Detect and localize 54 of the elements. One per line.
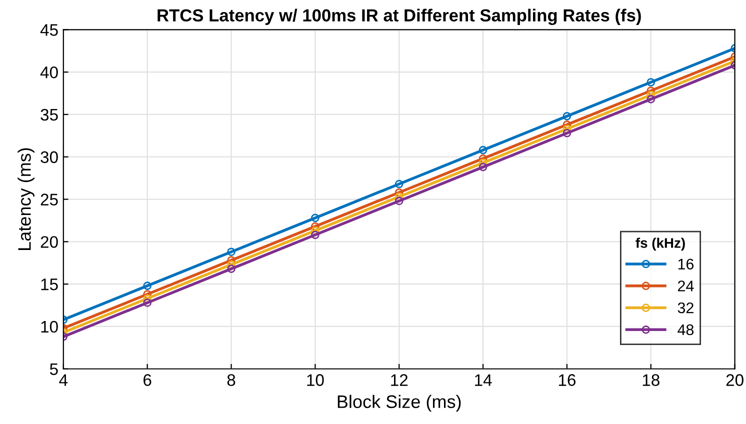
x-axis-title: Block Size (ms) (338, 394, 461, 412)
x-tick-label: 12 (391, 374, 408, 386)
point (143, 282, 152, 290)
y-tick-label: 40 (40, 66, 58, 78)
point (562, 120, 572, 129)
legend-label: 48 (678, 324, 694, 336)
point (394, 180, 404, 188)
x-tick-label: 10 (307, 374, 324, 386)
point (562, 124, 572, 134)
y-tick-label: 25 (40, 194, 58, 206)
point (227, 264, 236, 273)
point (143, 298, 152, 307)
x-tick-label: 14 (475, 374, 492, 386)
x-tick-label: 6 (144, 374, 152, 386)
point (311, 230, 320, 240)
y-tick-label: 30 (40, 151, 58, 164)
point (143, 294, 152, 303)
y-tick-label: 5 (50, 363, 58, 376)
point (646, 78, 656, 86)
chart-title: RTCS Latency w/ 100ms IR at Different Sampling Rates (fs) (158, 8, 641, 26)
point (227, 256, 236, 265)
legend-label: 24 (678, 280, 694, 292)
y-axis-title: Latency (ms) (18, 148, 34, 250)
y-tick-label: 15 (41, 278, 58, 290)
point (311, 214, 320, 222)
point (562, 128, 572, 138)
point (143, 290, 152, 298)
legend-title: fs (kHz) (636, 238, 685, 251)
point (227, 248, 236, 256)
y-tick-label: 45 (40, 24, 58, 36)
point (646, 90, 656, 100)
point (646, 95, 656, 104)
y-tick-label: 20 (40, 236, 58, 248)
x-tick-label: 4 (59, 374, 68, 386)
point (394, 196, 404, 206)
x-tick-label: 18 (642, 374, 660, 386)
point (478, 158, 488, 167)
legend-label: 32 (678, 302, 694, 314)
y-tick-label: 10 (41, 320, 58, 333)
point (478, 146, 488, 154)
x-tick-label: 16 (558, 374, 576, 386)
x-tick-label: 8 (227, 374, 236, 386)
point (311, 222, 320, 231)
legend-label: 16 (678, 258, 694, 270)
point (478, 162, 488, 172)
point (394, 188, 404, 197)
point (227, 260, 236, 269)
y-tick-label: 35 (40, 108, 58, 121)
point (562, 112, 572, 120)
point (646, 86, 656, 95)
point (478, 154, 488, 163)
x-tick-label: 20 (726, 374, 744, 386)
point (311, 226, 320, 235)
point (394, 192, 404, 201)
